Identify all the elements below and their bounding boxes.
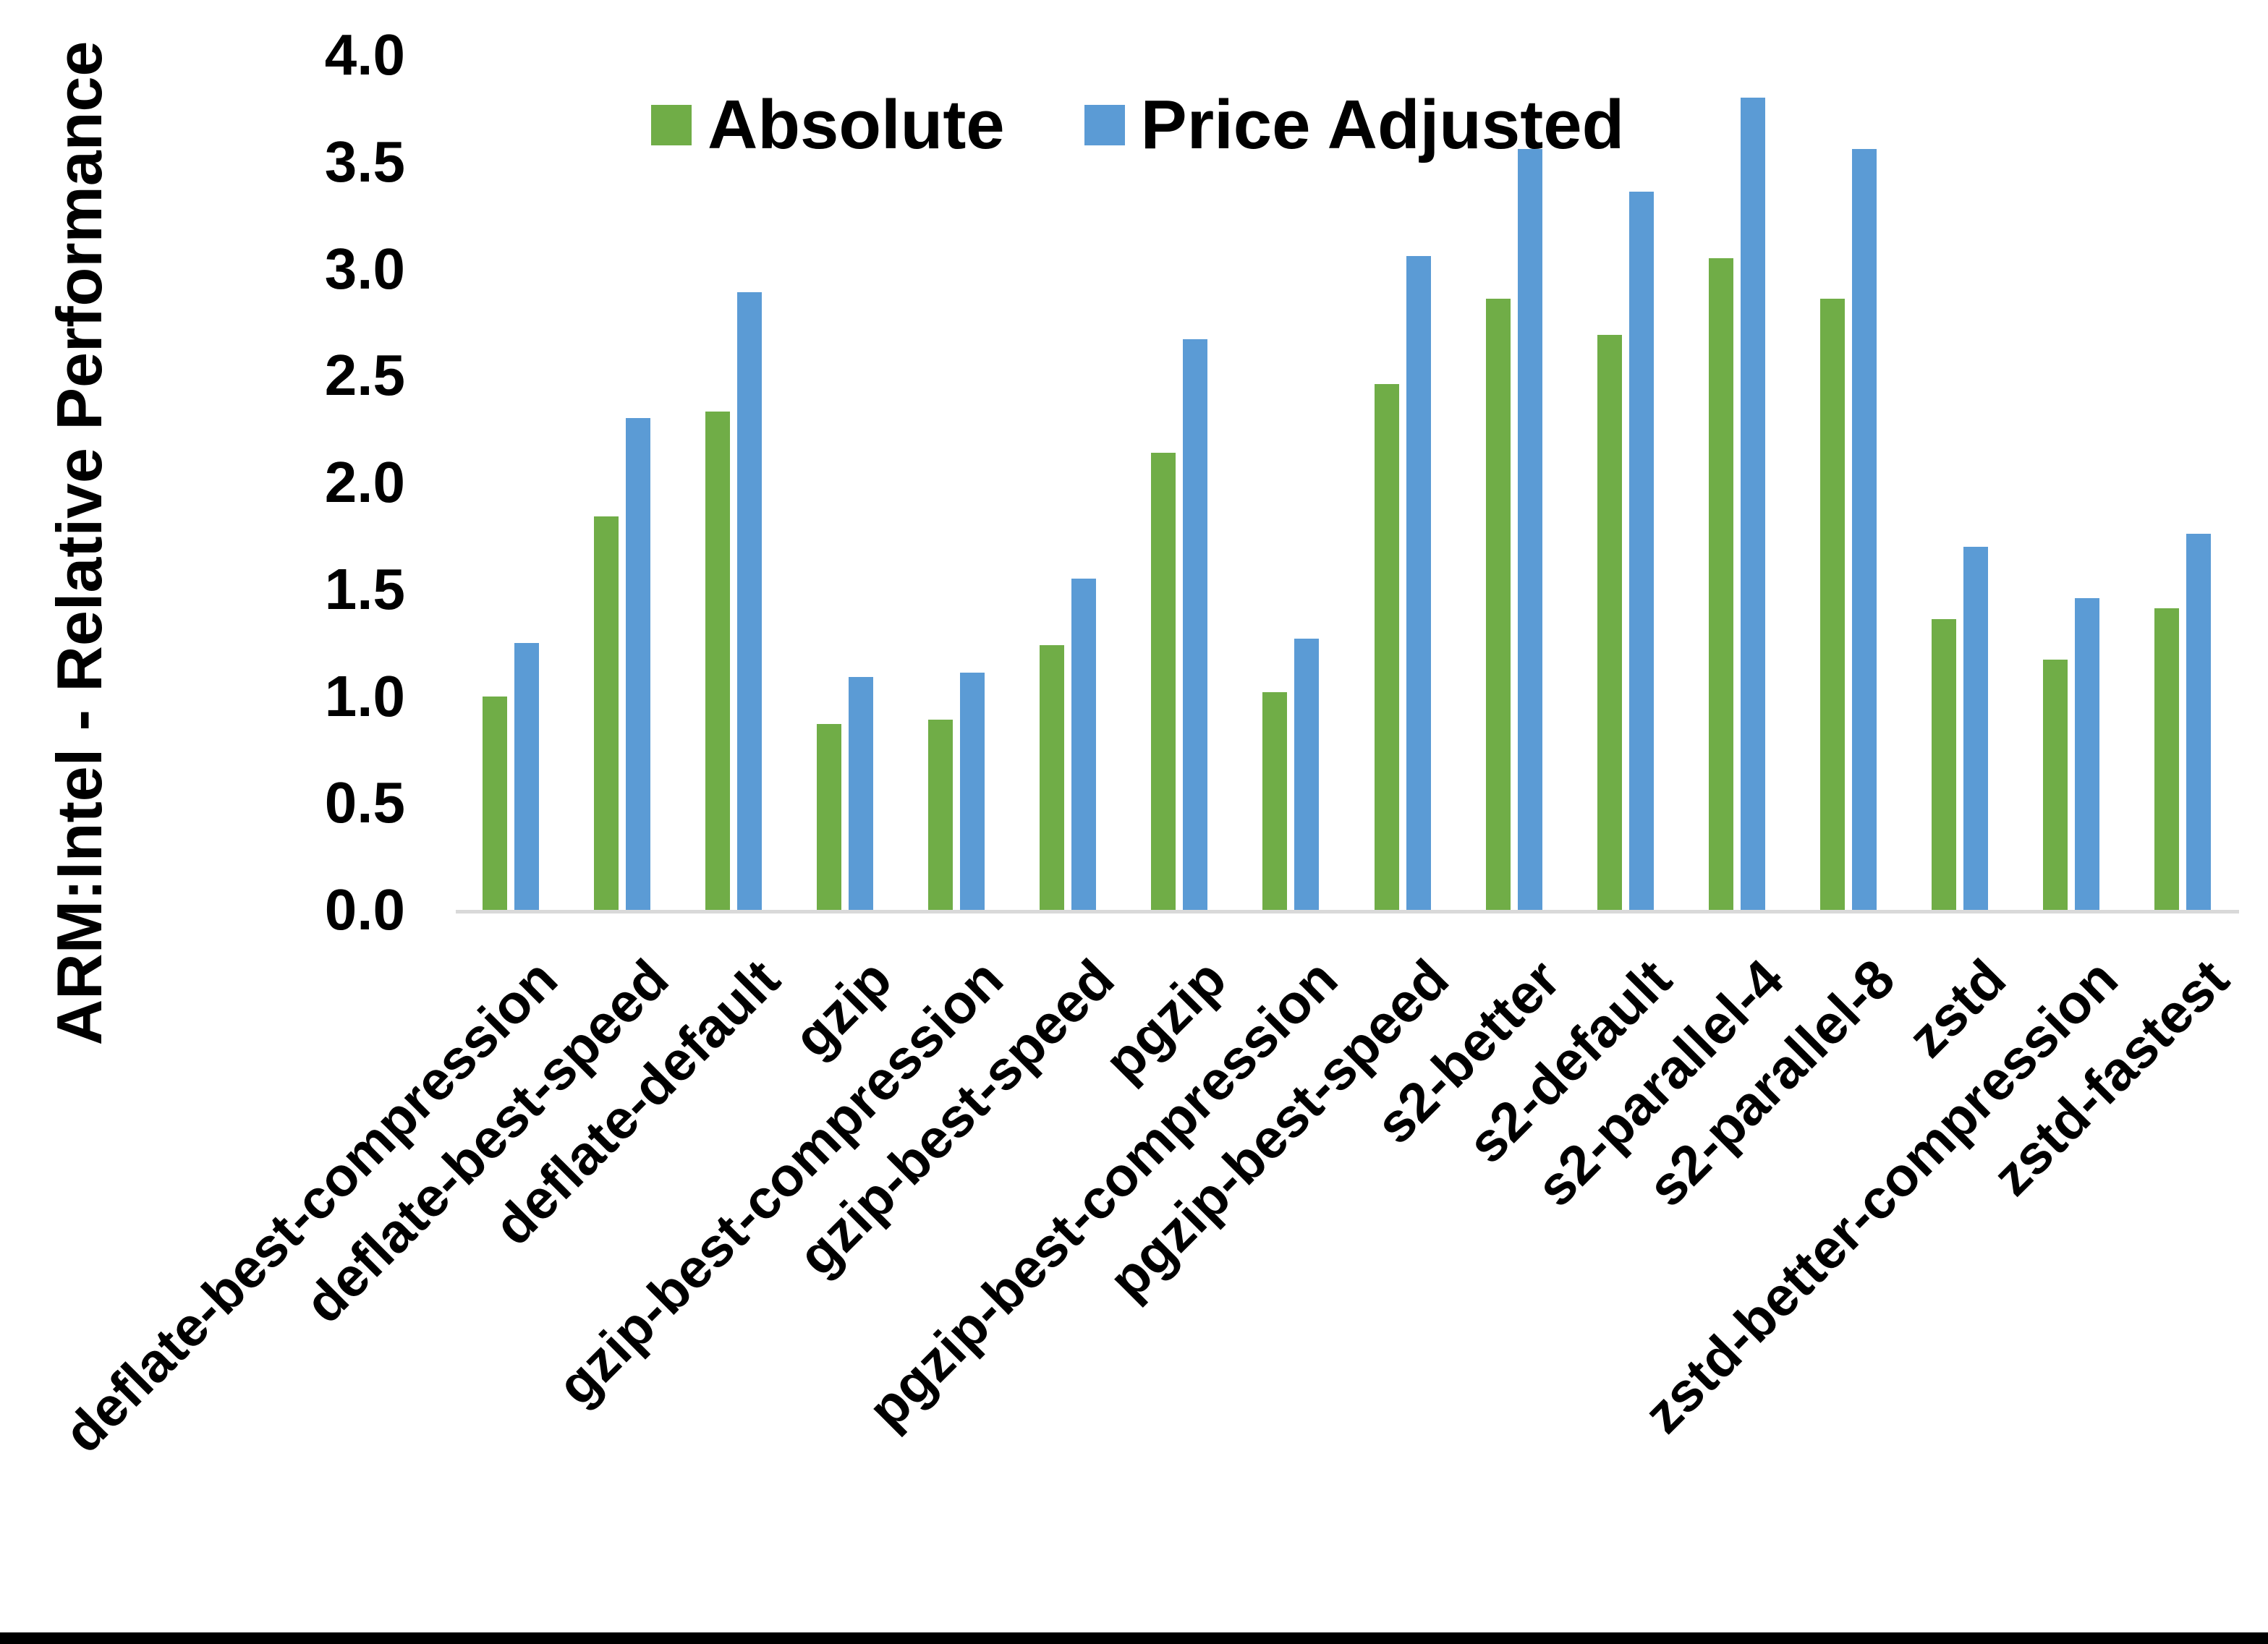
bar-price-adjusted-gzip-best-speed [1071, 578, 1097, 910]
y-tick-label: 3.0 [324, 236, 405, 301]
bar-absolute-gzip-best-speed [1040, 644, 1065, 910]
bar-price-adjusted-s2-parallel-8 [1851, 149, 1877, 910]
y-tick-label: 3.5 [324, 129, 405, 194]
bar-absolute-pgzip-best-speed [1374, 384, 1399, 910]
bar-absolute-gzip [817, 723, 842, 910]
bar-absolute-s2-parallel-4 [1708, 257, 1733, 910]
y-tick-label: 1.0 [324, 663, 405, 728]
bar-absolute-s2-better [1485, 298, 1511, 910]
bar-price-adjusted-deflate-default [737, 292, 763, 910]
bar-price-adjusted-pgzip-best-speed [1406, 255, 1431, 910]
legend-label-absolute: Absolute [708, 86, 1005, 163]
bar-absolute-deflate-default [705, 412, 731, 910]
legend-swatch-absolute [651, 105, 692, 145]
y-tick-label: 2.0 [324, 450, 405, 514]
y-tick-label: 0.5 [324, 770, 405, 835]
legend-label-price-adjusted: Price Adjusted [1140, 86, 1625, 163]
bottom-border-line [0, 1632, 2268, 1644]
bar-price-adjusted-deflate-best-compression [514, 642, 539, 910]
bar-absolute-zstd-better-compression [2042, 660, 2068, 910]
bar-absolute-zstd [1931, 619, 1956, 910]
legend-item-absolute: Absolute [651, 85, 1005, 165]
bar-absolute-deflate-best-compression [483, 696, 507, 910]
bar-absolute-pgzip-best-compression [1262, 691, 1288, 910]
bar-price-adjusted-deflate-best-speed [626, 418, 651, 910]
legend-swatch-price-adjusted [1084, 105, 1125, 145]
bar-price-adjusted-zstd [1963, 546, 1988, 910]
y-tick-label: 4.0 [324, 22, 405, 87]
bar-absolute-deflate-best-speed [594, 516, 619, 910]
bar-price-adjusted-pgzip-best-compression [1294, 638, 1320, 910]
bar-price-adjusted-s2-parallel-4 [1740, 98, 1765, 910]
bar-price-adjusted-zstd-better-compression [2074, 597, 2099, 910]
y-tick-label: 1.5 [324, 556, 405, 621]
bar-price-adjusted-gzip [849, 676, 874, 910]
bar-price-adjusted-s2-better [1517, 149, 1542, 910]
bar-price-adjusted-gzip-best-compression [960, 672, 985, 910]
bar-absolute-zstd-fastest [2154, 608, 2179, 910]
bar-absolute-s2-parallel-8 [1819, 298, 1845, 910]
bar-price-adjusted-s2-default [1628, 192, 1654, 910]
bar-absolute-gzip-best-compression [928, 720, 954, 910]
legend-item-price-adjusted: Price Adjusted [1084, 85, 1625, 165]
bar-price-adjusted-pgzip [1183, 339, 1208, 910]
y-axis-title: ARM:Intel - Relative Performance [43, 41, 115, 1046]
y-tick-label: 0.0 [324, 877, 405, 942]
bar-price-adjusted-zstd-fastest [2186, 533, 2211, 910]
legend: Absolute Price Adjusted [651, 85, 1624, 165]
x-axis-line [456, 910, 2239, 913]
bar-absolute-pgzip [1151, 452, 1176, 910]
bar-absolute-s2-default [1597, 335, 1622, 910]
y-tick-label: 2.5 [324, 343, 405, 408]
